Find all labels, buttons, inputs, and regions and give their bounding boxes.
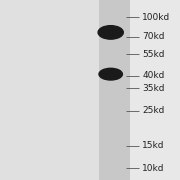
Text: 55kd: 55kd (142, 50, 165, 59)
Bar (99, 0, 130, 180)
Text: 15kd: 15kd (142, 141, 165, 150)
Text: 100kd: 100kd (142, 13, 170, 22)
Text: 35kd: 35kd (142, 84, 165, 93)
Text: 70kd: 70kd (142, 32, 165, 41)
Text: 25kd: 25kd (142, 106, 165, 115)
Ellipse shape (98, 26, 123, 39)
Bar (0, 0, 99, 180)
Text: 10kd: 10kd (142, 164, 165, 173)
Text: 40kd: 40kd (142, 71, 165, 80)
Ellipse shape (99, 68, 122, 80)
